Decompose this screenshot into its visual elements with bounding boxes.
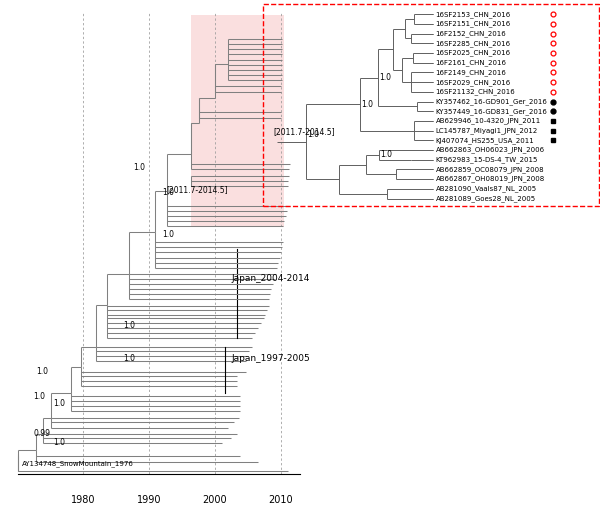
Text: 0.99: 0.99: [33, 429, 50, 438]
Text: 1.0: 1.0: [361, 100, 373, 109]
Text: 16SF2153_CHN_2016: 16SF2153_CHN_2016: [436, 11, 511, 18]
Text: [2011.7-2014.5]: [2011.7-2014.5]: [273, 127, 335, 136]
Text: 1.0: 1.0: [307, 130, 319, 139]
Text: AB662859_OC08079_JPN_2008: AB662859_OC08079_JPN_2008: [436, 166, 544, 173]
Text: LC145787_Miyagi1_JPN_2012: LC145787_Miyagi1_JPN_2012: [436, 127, 538, 134]
Text: KT962983_15-DS-4_TW_2015: KT962983_15-DS-4_TW_2015: [436, 156, 538, 163]
Text: 16F2161_CHN_2016: 16F2161_CHN_2016: [436, 60, 506, 66]
Text: KY357462_16-GD901_Ger_2016: KY357462_16-GD901_Ger_2016: [436, 98, 547, 105]
Text: AY134748_SnowMountain_1976: AY134748_SnowMountain_1976: [22, 460, 133, 467]
Text: AB629946_10-4320_JPN_2011: AB629946_10-4320_JPN_2011: [436, 118, 541, 124]
Text: 1.0: 1.0: [133, 163, 145, 173]
Text: 1.0: 1.0: [162, 188, 174, 197]
Text: AB281089_Goes28_NL_2005: AB281089_Goes28_NL_2005: [436, 195, 536, 202]
Bar: [191, 15, 284, 227]
Text: 1.0: 1.0: [53, 399, 65, 408]
Text: 1.0: 1.0: [123, 354, 135, 363]
Text: KY357449_16-GD831_Ger_2016: KY357449_16-GD831_Ger_2016: [436, 108, 547, 115]
Text: 1.0: 1.0: [123, 321, 135, 330]
Text: 16F2149_CHN_2016: 16F2149_CHN_2016: [436, 69, 506, 76]
Text: 2000: 2000: [202, 495, 227, 505]
Text: 1.0: 1.0: [33, 391, 45, 401]
Bar: [263, 4, 599, 206]
Text: Japan_2004-2014: Japan_2004-2014: [231, 274, 310, 284]
Text: 1.0: 1.0: [162, 230, 174, 239]
Text: 1980: 1980: [71, 495, 95, 505]
Text: 16F2152_CHN_2016: 16F2152_CHN_2016: [436, 30, 506, 37]
Text: [2011.7-2014.5]: [2011.7-2014.5]: [167, 185, 229, 194]
Text: 1.0: 1.0: [379, 73, 391, 82]
Text: 16SF2285_CHN_2016: 16SF2285_CHN_2016: [436, 40, 511, 47]
Text: AB662863_OH06023_JPN_2006: AB662863_OH06023_JPN_2006: [436, 147, 545, 153]
Text: 16SF2029_CHN_2016: 16SF2029_CHN_2016: [436, 79, 511, 86]
Text: 16SF2025_CHN_2016: 16SF2025_CHN_2016: [436, 50, 511, 56]
Text: AB662867_OH08019_JPN_2008: AB662867_OH08019_JPN_2008: [436, 176, 545, 183]
Text: 1.0: 1.0: [36, 367, 48, 376]
Text: AB281090_Vaals87_NL_2005: AB281090_Vaals87_NL_2005: [436, 185, 537, 192]
Text: 2010: 2010: [268, 495, 293, 505]
Text: Japan_1997-2005: Japan_1997-2005: [231, 354, 310, 363]
Text: 1.0: 1.0: [380, 150, 392, 159]
Text: 1990: 1990: [137, 495, 161, 505]
Text: 16SF2151_CHN_2016: 16SF2151_CHN_2016: [436, 20, 511, 27]
Text: KJ407074_HS255_USA_2011: KJ407074_HS255_USA_2011: [436, 137, 535, 144]
Text: 16SF21132_CHN_2016: 16SF21132_CHN_2016: [436, 89, 515, 95]
Text: 1.0: 1.0: [53, 438, 65, 447]
